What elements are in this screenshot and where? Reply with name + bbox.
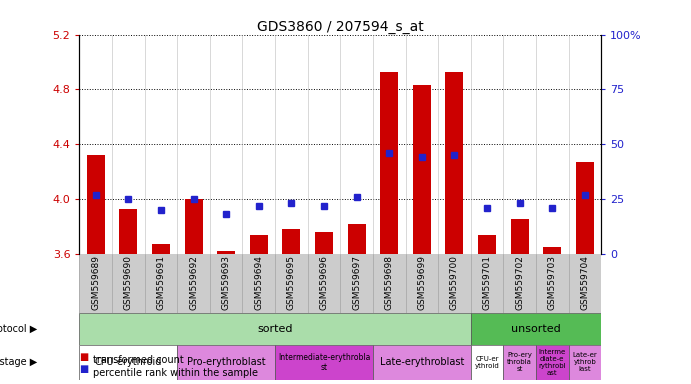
Bar: [348, 223, 366, 254]
Text: ■: ■: [79, 364, 88, 374]
Bar: [283, 229, 301, 254]
Text: GSM559689: GSM559689: [91, 255, 100, 310]
Text: GSM559699: GSM559699: [417, 255, 426, 310]
Bar: [152, 244, 170, 254]
Text: Late-erythroblast: Late-erythroblast: [379, 358, 464, 367]
Text: GSM559690: GSM559690: [124, 255, 133, 310]
Text: development stage ▶: development stage ▶: [0, 358, 38, 367]
Bar: [503, 345, 536, 380]
Text: GSM559693: GSM559693: [222, 255, 231, 310]
Text: GSM559703: GSM559703: [548, 255, 557, 310]
Bar: [250, 235, 268, 254]
Bar: [576, 162, 594, 254]
Bar: [184, 199, 202, 254]
Text: GSM559694: GSM559694: [254, 255, 263, 310]
Text: GSM559701: GSM559701: [482, 255, 491, 310]
Bar: [79, 345, 178, 380]
Text: Pro-erythroblast: Pro-erythroblast: [187, 358, 265, 367]
Bar: [471, 345, 503, 380]
Text: unsorted: unsorted: [511, 324, 561, 334]
Bar: [217, 251, 235, 254]
Text: Interme
diate-e
rythrobl
ast: Interme diate-e rythrobl ast: [538, 349, 566, 376]
Text: GSM559700: GSM559700: [450, 255, 459, 310]
Text: CFU-erythroid: CFU-erythroid: [95, 358, 162, 367]
Bar: [536, 345, 569, 380]
Text: GSM559698: GSM559698: [385, 255, 394, 310]
Bar: [178, 345, 275, 380]
Bar: [511, 220, 529, 254]
Text: GSM559692: GSM559692: [189, 255, 198, 310]
Text: sorted: sorted: [257, 324, 293, 334]
Bar: [79, 313, 471, 345]
Text: GSM559695: GSM559695: [287, 255, 296, 310]
Text: Late-er
ythrob
last: Late-er ythrob last: [572, 353, 597, 372]
Bar: [373, 345, 471, 380]
Text: protocol ▶: protocol ▶: [0, 324, 38, 334]
Text: GSM559704: GSM559704: [580, 255, 589, 310]
Title: GDS3860 / 207594_s_at: GDS3860 / 207594_s_at: [257, 20, 424, 33]
Bar: [275, 345, 373, 380]
Text: percentile rank within the sample: percentile rank within the sample: [93, 367, 258, 377]
Bar: [315, 232, 333, 254]
Bar: [120, 209, 138, 254]
Bar: [471, 313, 601, 345]
Text: Intermediate-erythrobla
st: Intermediate-erythrobla st: [278, 353, 370, 372]
Bar: [569, 345, 601, 380]
Text: Pro-ery
throbla
st: Pro-ery throbla st: [507, 353, 532, 372]
Bar: [446, 71, 464, 254]
Text: ■: ■: [79, 352, 88, 362]
Text: GSM559697: GSM559697: [352, 255, 361, 310]
Bar: [87, 155, 105, 254]
Text: GSM559702: GSM559702: [515, 255, 524, 310]
Bar: [478, 235, 496, 254]
Bar: [380, 71, 398, 254]
Text: GSM559691: GSM559691: [156, 255, 165, 310]
Bar: [413, 85, 430, 254]
Text: GSM559696: GSM559696: [319, 255, 328, 310]
Text: CFU-er
ythroid: CFU-er ythroid: [475, 356, 500, 369]
Bar: [543, 247, 561, 254]
Text: transformed count: transformed count: [93, 355, 184, 365]
